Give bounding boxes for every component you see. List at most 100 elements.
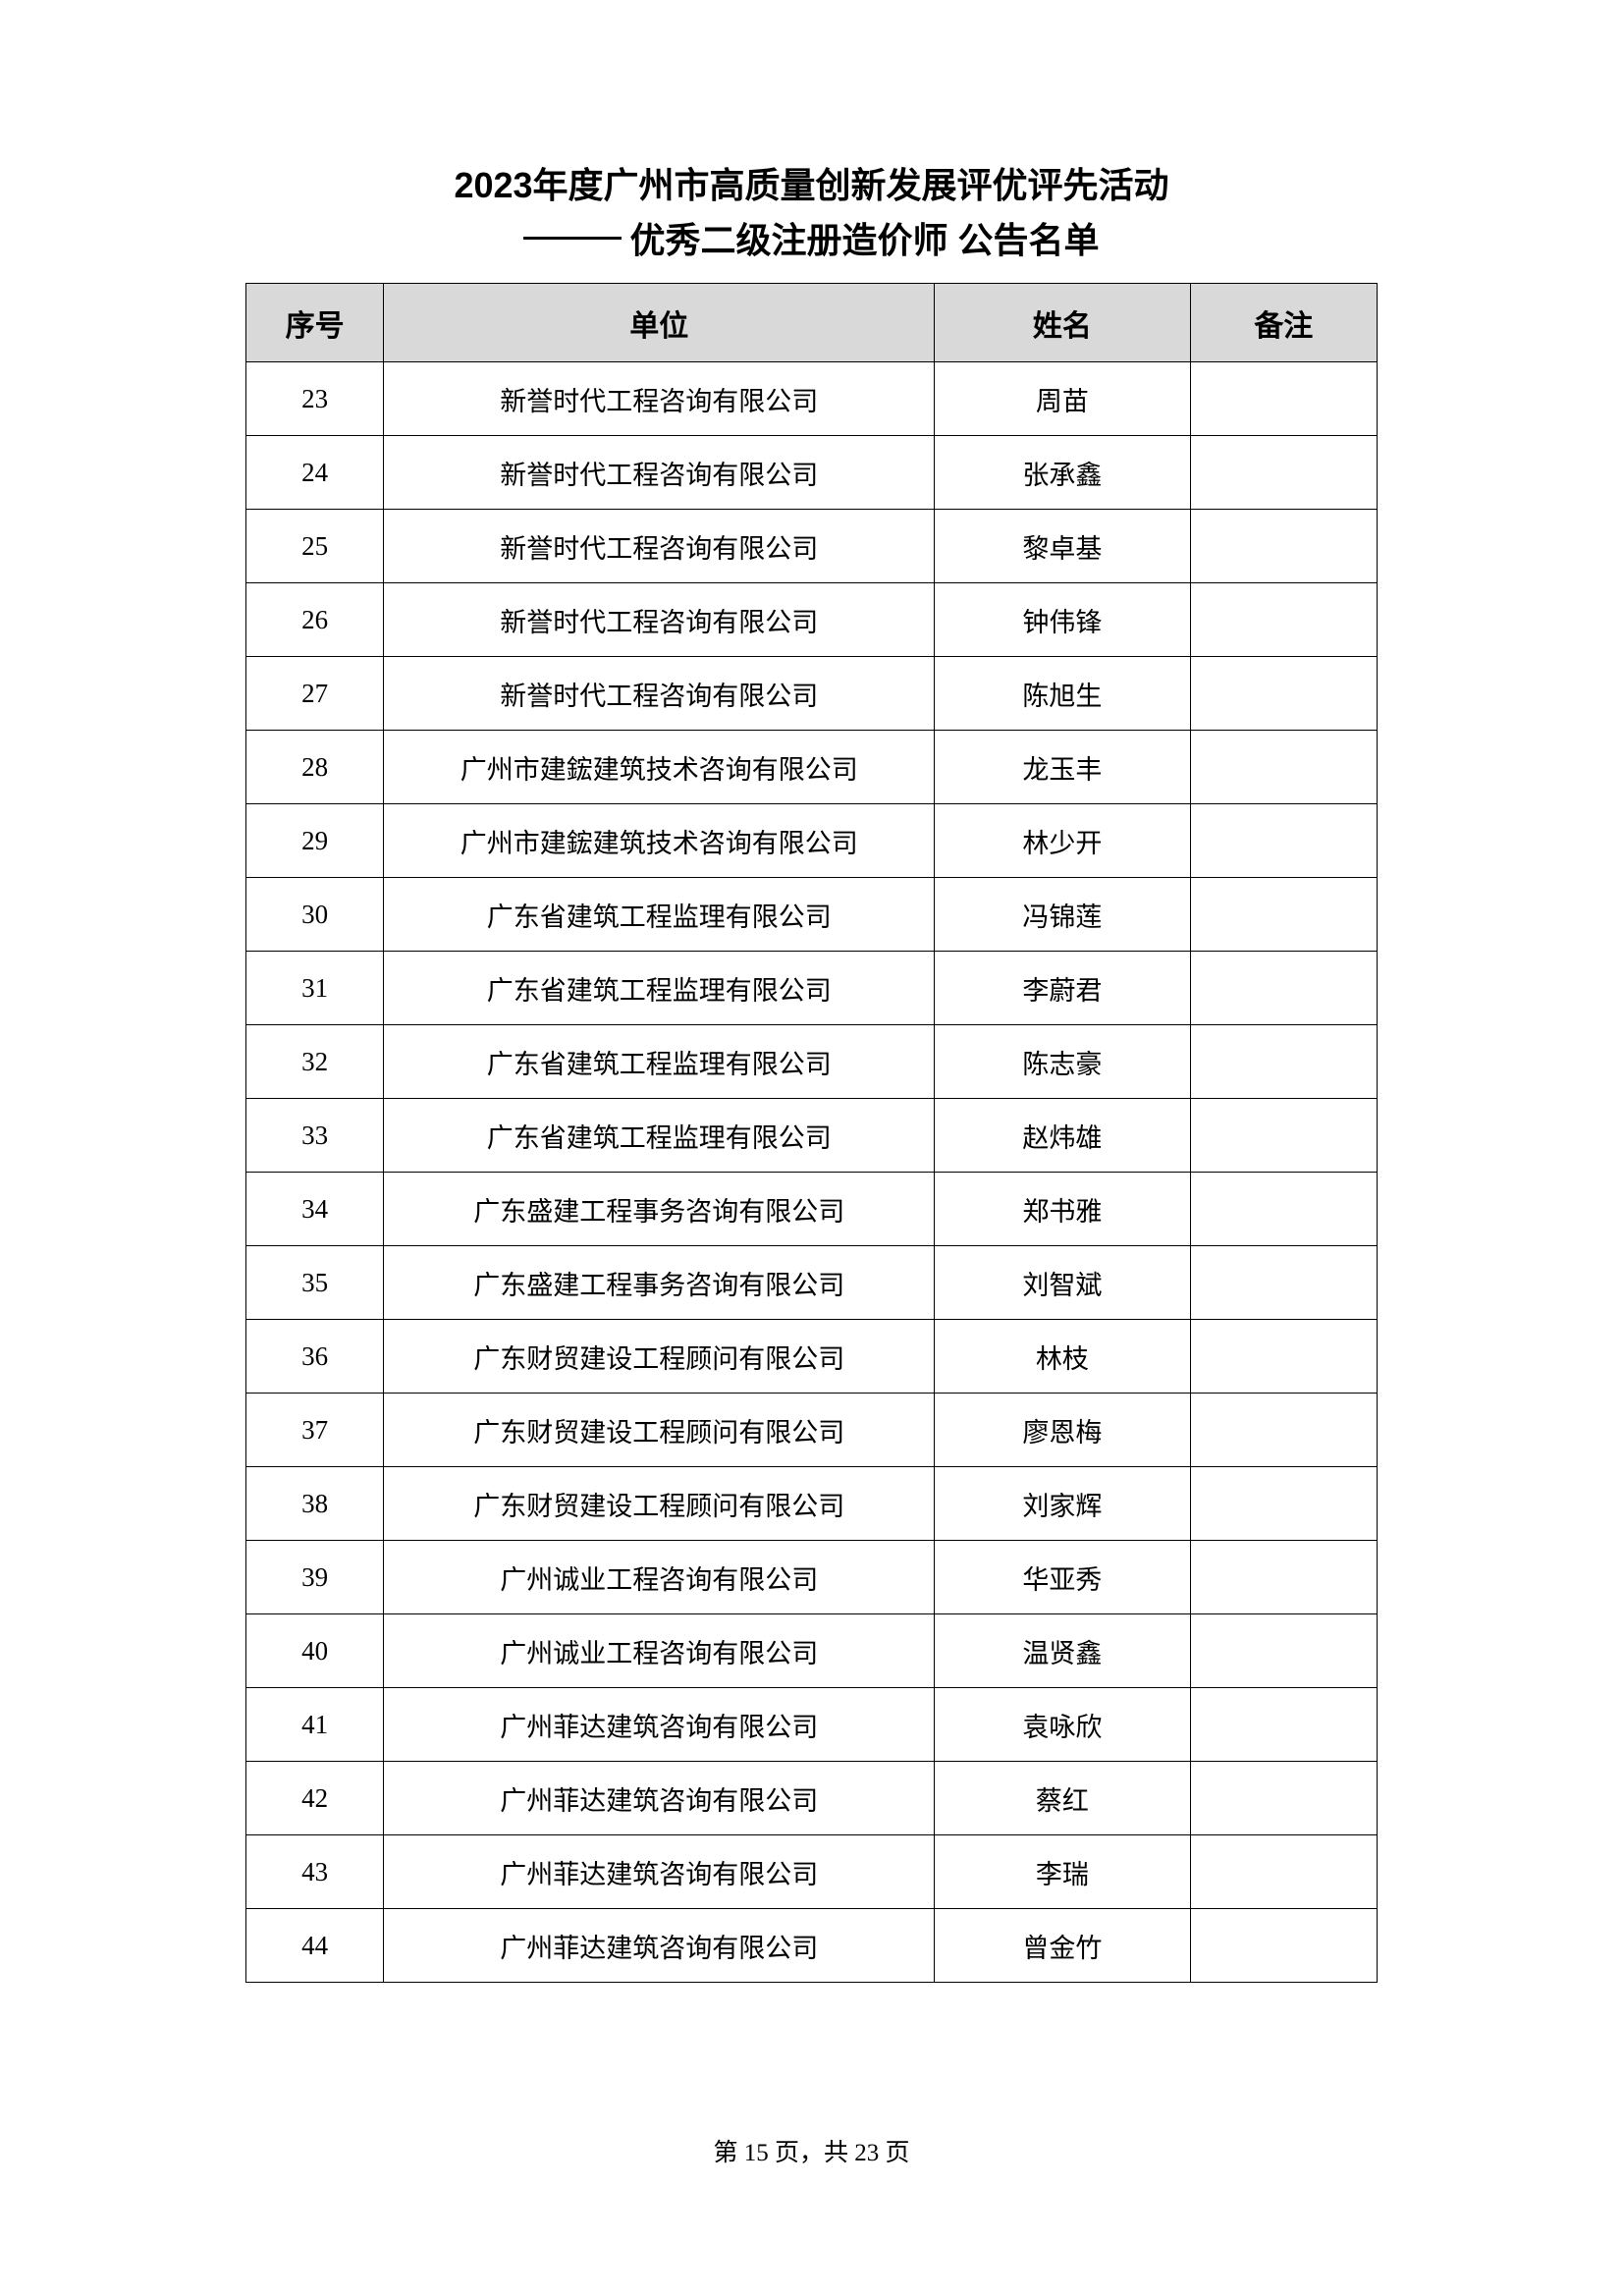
cell-seq: 44 [246, 1909, 384, 1983]
cell-unit: 新誉时代工程咨询有限公司 [384, 510, 935, 583]
cell-unit: 广东财贸建设工程顾问有限公司 [384, 1467, 935, 1541]
cell-remark [1190, 804, 1377, 878]
cell-seq: 28 [246, 731, 384, 804]
cell-seq: 27 [246, 657, 384, 731]
cell-unit: 新誉时代工程咨询有限公司 [384, 362, 935, 436]
cell-unit: 广州菲达建筑咨询有限公司 [384, 1835, 935, 1909]
cell-name: 刘家辉 [935, 1467, 1190, 1541]
title-line-2-wrap: 优秀二级注册造价师 公告名单 [245, 212, 1378, 263]
cell-name: 郑书雅 [935, 1173, 1190, 1246]
table-row: 43广州菲达建筑咨询有限公司李瑞 [246, 1835, 1378, 1909]
cell-seq: 29 [246, 804, 384, 878]
cell-name: 袁咏欣 [935, 1688, 1190, 1762]
cell-remark [1190, 1025, 1377, 1099]
cell-name: 陈旭生 [935, 657, 1190, 731]
table-row: 29广州市建鋐建筑技术咨询有限公司林少开 [246, 804, 1378, 878]
cell-remark [1190, 1909, 1377, 1983]
cell-unit: 新誉时代工程咨询有限公司 [384, 583, 935, 657]
cell-unit: 广东盛建工程事务咨询有限公司 [384, 1173, 935, 1246]
cell-remark [1190, 1688, 1377, 1762]
document-title: 2023年度广州市高质量创新发展评优评先活动 优秀二级注册造价师 公告名单 [245, 157, 1378, 263]
cell-name: 刘智斌 [935, 1246, 1190, 1320]
cell-name: 张承鑫 [935, 436, 1190, 510]
cell-remark [1190, 1246, 1377, 1320]
cell-unit: 广东省建筑工程监理有限公司 [384, 1025, 935, 1099]
cell-seq: 25 [246, 510, 384, 583]
cell-seq: 35 [246, 1246, 384, 1320]
table-row: 28广州市建鋐建筑技术咨询有限公司龙玉丰 [246, 731, 1378, 804]
cell-name: 林枝 [935, 1320, 1190, 1394]
cell-name: 华亚秀 [935, 1541, 1190, 1614]
announce-table: 序号 单位 姓名 备注 23新誉时代工程咨询有限公司周苗24新誉时代工程咨询有限… [245, 283, 1378, 1983]
cell-seq: 37 [246, 1394, 384, 1467]
cell-seq: 36 [246, 1320, 384, 1394]
cell-name: 蔡红 [935, 1762, 1190, 1835]
cell-unit: 广东省建筑工程监理有限公司 [384, 878, 935, 952]
cell-name: 温贤鑫 [935, 1614, 1190, 1688]
cell-seq: 31 [246, 952, 384, 1025]
cell-name: 廖恩梅 [935, 1394, 1190, 1467]
cell-unit: 广州诚业工程咨询有限公司 [384, 1614, 935, 1688]
header-remark: 备注 [1190, 284, 1377, 362]
cell-remark [1190, 1394, 1377, 1467]
cell-seq: 38 [246, 1467, 384, 1541]
cell-seq: 30 [246, 878, 384, 952]
cell-remark [1190, 1467, 1377, 1541]
cell-seq: 33 [246, 1099, 384, 1173]
table-row: 23新誉时代工程咨询有限公司周苗 [246, 362, 1378, 436]
cell-remark [1190, 436, 1377, 510]
cell-unit: 新誉时代工程咨询有限公司 [384, 436, 935, 510]
header-seq: 序号 [246, 284, 384, 362]
cell-unit: 广东财贸建设工程顾问有限公司 [384, 1320, 935, 1394]
cell-remark [1190, 1762, 1377, 1835]
title-line-1: 2023年度广州市高质量创新发展评优评先活动 [245, 157, 1378, 208]
page-footer: 第 15 页，共 23 页 [0, 2133, 1623, 2168]
cell-name: 龙玉丰 [935, 731, 1190, 804]
table-row: 42广州菲达建筑咨询有限公司蔡红 [246, 1762, 1378, 1835]
header-name: 姓名 [935, 284, 1190, 362]
table-row: 27新誉时代工程咨询有限公司陈旭生 [246, 657, 1378, 731]
header-unit: 单位 [384, 284, 935, 362]
cell-unit: 广东盛建工程事务咨询有限公司 [384, 1246, 935, 1320]
table-row: 33广东省建筑工程监理有限公司赵炜雄 [246, 1099, 1378, 1173]
cell-seq: 40 [246, 1614, 384, 1688]
document-page: 2023年度广州市高质量创新发展评优评先活动 优秀二级注册造价师 公告名单 序号… [0, 0, 1623, 1983]
cell-remark [1190, 1541, 1377, 1614]
cell-seq: 32 [246, 1025, 384, 1099]
cell-unit: 广州菲达建筑咨询有限公司 [384, 1909, 935, 1983]
cell-seq: 23 [246, 362, 384, 436]
table-row: 35广东盛建工程事务咨询有限公司刘智斌 [246, 1246, 1378, 1320]
cell-unit: 广州市建鋐建筑技术咨询有限公司 [384, 804, 935, 878]
cell-name: 周苗 [935, 362, 1190, 436]
cell-remark [1190, 1099, 1377, 1173]
cell-remark [1190, 362, 1377, 436]
cell-unit: 广东省建筑工程监理有限公司 [384, 952, 935, 1025]
cell-remark [1190, 731, 1377, 804]
title-dash-icon [523, 237, 622, 240]
cell-name: 黎卓基 [935, 510, 1190, 583]
cell-unit: 广州菲达建筑咨询有限公司 [384, 1688, 935, 1762]
cell-unit: 广州市建鋐建筑技术咨询有限公司 [384, 731, 935, 804]
cell-remark [1190, 657, 1377, 731]
table-row: 31广东省建筑工程监理有限公司李蔚君 [246, 952, 1378, 1025]
cell-remark [1190, 878, 1377, 952]
cell-seq: 24 [246, 436, 384, 510]
table-row: 41广州菲达建筑咨询有限公司袁咏欣 [246, 1688, 1378, 1762]
table-row: 37广东财贸建设工程顾问有限公司廖恩梅 [246, 1394, 1378, 1467]
table-row: 30广东省建筑工程监理有限公司冯锦莲 [246, 878, 1378, 952]
cell-name: 陈志豪 [935, 1025, 1190, 1099]
cell-remark [1190, 510, 1377, 583]
cell-name: 钟伟锋 [935, 583, 1190, 657]
cell-unit: 广东省建筑工程监理有限公司 [384, 1099, 935, 1173]
table-row: 24新誉时代工程咨询有限公司张承鑫 [246, 436, 1378, 510]
table-row: 32广东省建筑工程监理有限公司陈志豪 [246, 1025, 1378, 1099]
cell-remark [1190, 952, 1377, 1025]
cell-name: 冯锦莲 [935, 878, 1190, 952]
cell-name: 赵炜雄 [935, 1099, 1190, 1173]
cell-name: 李蔚君 [935, 952, 1190, 1025]
table-row: 26新誉时代工程咨询有限公司钟伟锋 [246, 583, 1378, 657]
cell-name: 李瑞 [935, 1835, 1190, 1909]
cell-seq: 43 [246, 1835, 384, 1909]
cell-seq: 26 [246, 583, 384, 657]
cell-unit: 广东财贸建设工程顾问有限公司 [384, 1394, 935, 1467]
